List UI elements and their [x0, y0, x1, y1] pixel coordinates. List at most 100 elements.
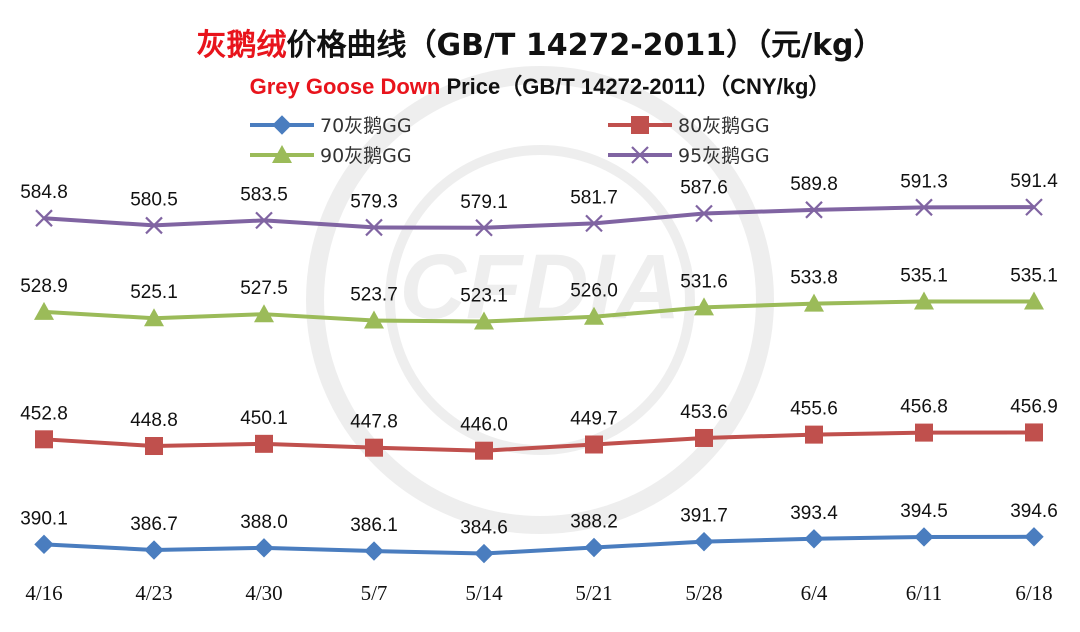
data-point-80-4 [475, 441, 493, 460]
data-label-90-9: 535.1 [1010, 265, 1058, 286]
data-label-70-2: 388.0 [240, 512, 288, 533]
legend-item-90: 90灰鹅GG [250, 145, 412, 167]
series-layer [34, 198, 1044, 564]
data-point-80-2 [255, 434, 273, 453]
series-line-90 [43, 299, 1034, 324]
data-point-95-1 [145, 216, 163, 235]
x-tick-label-7: 6/4 [801, 581, 828, 605]
data-point-70-7 [804, 529, 824, 549]
data-point-95-2 [255, 211, 273, 230]
x-tick-label-5: 5/21 [575, 581, 612, 605]
data-point-80-9 [1025, 423, 1043, 442]
series-line-70 [43, 534, 1035, 556]
data-label-70-1: 386.7 [130, 514, 178, 535]
chart-title-cn: 灰鹅绒价格曲线（GB/T 14272-2011）（元/kg） [196, 28, 883, 63]
data-point-90-1 [144, 308, 164, 327]
data-point-95-8 [915, 198, 933, 217]
data-label-80-3: 447.8 [350, 412, 398, 433]
data-point-80-8 [915, 423, 933, 442]
data-label-80-9: 456.9 [1010, 396, 1058, 417]
data-label-80-1: 448.8 [130, 410, 178, 431]
data-label-95-3: 579.3 [350, 191, 398, 212]
data-label-90-8: 535.1 [900, 265, 948, 286]
legend-marker-70 [272, 115, 292, 135]
legend-marker-95 [631, 146, 649, 164]
data-point-95-9-stroke-b [1025, 198, 1043, 216]
title-en-rest: Price（GB/T 14272-2011）（CNY/kg） [440, 74, 830, 99]
data-label-80-0: 452.8 [20, 403, 68, 424]
data-label-90-1: 525.1 [130, 282, 178, 303]
data-point-90-3 [364, 310, 384, 329]
x-axis: 4/16 4/23 4/30 5/7 5/14 5/21 5/28 6/4 6/11 6/18 [25, 581, 1052, 605]
data-label-95-7: 589.8 [790, 174, 838, 195]
data-label-70-0: 390.1 [20, 508, 68, 529]
data-point-70-8 [914, 527, 934, 547]
x-tick-label-2: 4/30 [245, 581, 282, 605]
data-label-90-2: 527.5 [240, 278, 288, 299]
x-tick-label-1: 4/23 [135, 581, 172, 605]
data-point-70-2 [254, 538, 274, 558]
data-point-70-6 [694, 531, 714, 552]
data-point-95-6-stroke-b [695, 204, 713, 223]
title-cn-highlight: 灰鹅绒 [196, 28, 286, 63]
data-label-95-1: 580.5 [130, 189, 178, 210]
legend-item-70: 70灰鹅GG [250, 115, 412, 137]
data-point-95-6 [695, 204, 713, 223]
data-label-95-8: 591.3 [900, 171, 948, 192]
data-point-90-8 [914, 291, 934, 310]
data-label-90-4: 523.1 [460, 286, 508, 307]
data-label-70-5: 388.2 [570, 512, 618, 533]
data-point-90-4 [474, 311, 494, 330]
data-point-90-7 [804, 293, 824, 312]
data-point-70-9 [1024, 527, 1044, 547]
data-label-70-6: 391.7 [680, 506, 728, 527]
data-point-90-2 [254, 304, 274, 323]
legend-label-90: 90灰鹅GG [320, 145, 412, 167]
x-tick-label-8: 6/11 [906, 581, 943, 605]
data-label-80-5: 449.7 [570, 409, 618, 430]
data-point-95-3-stroke-b [365, 218, 383, 237]
data-point-95-0-stroke-b [35, 209, 53, 227]
data-label-80-2: 450.1 [240, 408, 288, 429]
data-label-95-4: 579.1 [460, 192, 508, 213]
x-tick-label-3: 5/7 [361, 581, 388, 605]
data-label-90-5: 526.0 [570, 281, 618, 302]
legend-item-95: 95灰鹅GG [608, 145, 770, 167]
legend-item-80: 80灰鹅GG [608, 115, 770, 137]
legend-marker-90 [272, 145, 292, 163]
data-label-90-6: 531.6 [680, 271, 728, 292]
data-label-70-9: 394.6 [1010, 501, 1058, 522]
data-label-80-6: 453.6 [680, 402, 728, 423]
data-label-80-4: 446.0 [460, 415, 508, 436]
data-point-80-7 [805, 425, 823, 444]
data-label-90-0: 528.9 [20, 276, 68, 297]
data-point-70-4 [474, 543, 494, 564]
data-point-80-3 [365, 438, 383, 457]
legend-label-95: 95灰鹅GG [678, 145, 770, 167]
data-point-95-8-stroke-b [915, 198, 933, 217]
data-point-90-9 [1024, 291, 1044, 310]
data-label-95-5: 581.7 [570, 187, 618, 208]
x-tick-label-6: 5/28 [685, 581, 722, 605]
data-label-90-7: 533.8 [790, 268, 838, 289]
data-label-80-7: 455.6 [790, 399, 838, 420]
data-label-90-3: 523.7 [350, 285, 398, 306]
data-point-95-7-stroke-b [805, 201, 823, 219]
series-line-95 [43, 205, 1035, 230]
data-label-95-6: 587.6 [680, 178, 728, 199]
legend-label-70: 70灰鹅GG [320, 115, 412, 137]
data-point-70-0 [34, 534, 54, 555]
data-point-70-3 [364, 541, 384, 561]
data-label-70-8: 394.5 [900, 501, 948, 522]
data-label-95-9: 591.4 [1010, 171, 1058, 192]
legend-marker-80 [631, 116, 649, 134]
data-point-95-5 [585, 214, 603, 233]
x-tick-label-4: 5/14 [465, 581, 503, 605]
data-point-90-0 [34, 301, 54, 320]
data-label-70-4: 384.6 [460, 518, 508, 539]
data-point-80-0 [35, 430, 53, 449]
x-tick-label-9: 6/18 [1015, 581, 1052, 605]
data-point-95-7 [805, 201, 823, 219]
data-point-80-1 [145, 437, 163, 456]
chart-legend: 70灰鹅GG 80灰鹅GG 90灰鹅GG 95灰鹅GG [250, 115, 770, 167]
